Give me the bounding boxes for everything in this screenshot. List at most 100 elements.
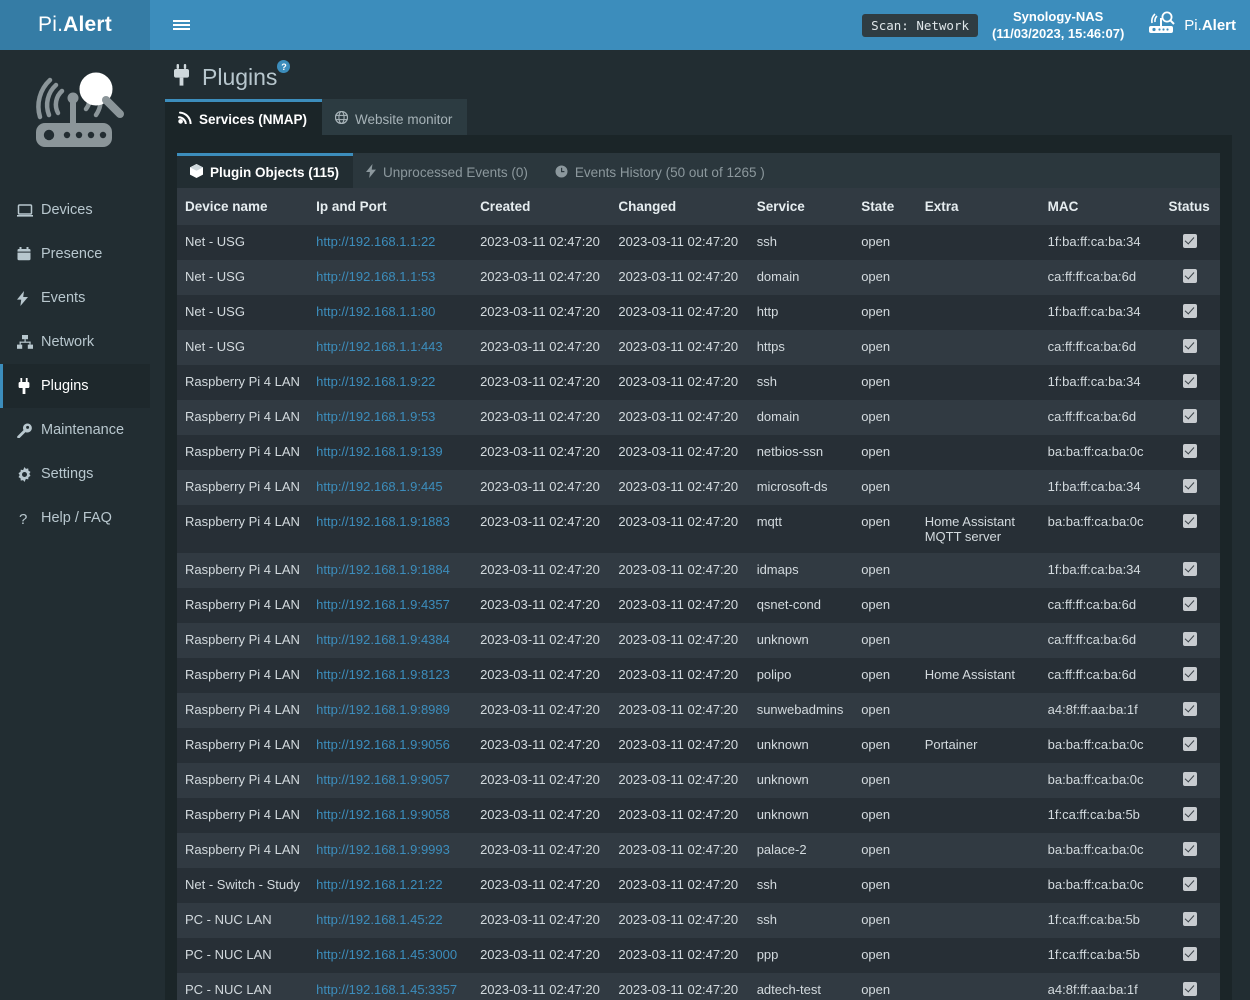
cell-ip-and-port[interactable]: http://192.168.1.9:1884 (308, 553, 473, 588)
cell-ip-and-port[interactable]: http://192.168.1.9:9058 (308, 798, 473, 833)
ip-port-link[interactable]: http://192.168.1.1:80 (316, 304, 436, 319)
table-row[interactable]: Raspberry Pi 4 LAN http://192.168.1.9:22 2… (177, 365, 1220, 400)
cell-ip-and-port[interactable]: http://192.168.1.9:53 (308, 400, 473, 435)
ip-port-link[interactable]: http://192.168.1.9:8989 (316, 702, 450, 717)
cell-status[interactable] (1160, 973, 1220, 1000)
cell-status[interactable] (1160, 435, 1220, 470)
cell-status[interactable] (1160, 868, 1220, 903)
sidebar-item-presence[interactable]: Presence (0, 232, 150, 276)
ip-port-link[interactable]: http://192.168.1.9:9993 (316, 842, 450, 857)
cell-status[interactable] (1160, 295, 1220, 330)
cell-status[interactable] (1160, 938, 1220, 973)
tab-services-nmap[interactable]: Services (NMAP) (165, 99, 323, 135)
table-row[interactable]: Raspberry Pi 4 LAN http://192.168.1.9:905… (177, 763, 1220, 798)
checkbox-checked-icon[interactable] (1183, 339, 1198, 353)
checkbox-checked-icon[interactable] (1183, 479, 1198, 493)
cell-status[interactable] (1160, 553, 1220, 588)
ip-port-link[interactable]: http://192.168.1.45:3357 (316, 982, 458, 997)
ip-port-link[interactable]: http://192.168.1.9:9058 (316, 807, 450, 822)
sidebar-item-maintenance[interactable]: Maintenance (0, 408, 150, 452)
cell-status[interactable] (1160, 658, 1220, 693)
table-row[interactable]: Raspberry Pi 4 LAN http://192.168.1.9:905… (177, 728, 1220, 763)
cell-ip-and-port[interactable]: http://192.168.1.1:443 (308, 330, 473, 365)
ip-port-link[interactable]: http://192.168.1.1:22 (316, 234, 436, 249)
checkbox-checked-icon[interactable] (1183, 597, 1198, 611)
sidebar-item-help-faq[interactable]: ? Help / FAQ (0, 496, 150, 540)
ip-port-link[interactable]: http://192.168.1.45:3000 (316, 947, 458, 962)
ip-port-link[interactable]: http://192.168.1.9:9056 (316, 737, 450, 752)
checkbox-checked-icon[interactable] (1183, 737, 1198, 751)
table-row[interactable]: PC - NUC LAN http://192.168.1.45:3000 2023… (177, 938, 1220, 973)
subtab-events-history[interactable]: Events History (50 out of 1265 ) (541, 153, 779, 188)
cell-ip-and-port[interactable]: http://192.168.1.9:139 (308, 435, 473, 470)
checkbox-checked-icon[interactable] (1183, 304, 1198, 318)
table-row[interactable]: PC - NUC LAN http://192.168.1.45:3357 2023… (177, 973, 1220, 1000)
table-row[interactable]: Raspberry Pi 4 LAN http://192.168.1.9:999… (177, 833, 1220, 868)
ip-port-link[interactable]: http://192.168.1.1:53 (316, 269, 436, 284)
ip-port-link[interactable]: http://192.168.1.9:53 (316, 409, 436, 424)
cell-status[interactable] (1160, 833, 1220, 868)
sidebar-item-settings[interactable]: Settings (0, 452, 150, 496)
cell-ip-and-port[interactable]: http://192.168.1.1:80 (308, 295, 473, 330)
cell-status[interactable] (1160, 693, 1220, 728)
cell-ip-and-port[interactable]: http://192.168.1.9:445 (308, 470, 473, 505)
table-row[interactable]: Raspberry Pi 4 LAN http://192.168.1.9:188… (177, 553, 1220, 588)
checkbox-checked-icon[interactable] (1183, 702, 1198, 716)
ip-port-link[interactable]: http://192.168.1.9:4357 (316, 597, 450, 612)
cell-ip-and-port[interactable]: http://192.168.1.9:4384 (308, 623, 473, 658)
ip-port-link[interactable]: http://192.168.1.9:9057 (316, 772, 450, 787)
cell-ip-and-port[interactable]: http://192.168.1.9:8123 (308, 658, 473, 693)
cell-ip-and-port[interactable]: http://192.168.1.9:1883 (308, 505, 473, 553)
cell-ip-and-port[interactable]: http://192.168.1.1:22 (308, 225, 473, 260)
help-badge[interactable]: ? (277, 60, 291, 73)
column-header-status[interactable]: Status (1160, 188, 1220, 225)
table-row[interactable]: Raspberry Pi 4 LAN http://192.168.1.9:435… (177, 588, 1220, 623)
table-row[interactable]: Net - USG http://192.168.1.1:80 2023-03-11… (177, 295, 1220, 330)
cell-status[interactable] (1160, 763, 1220, 798)
tab-website-monitor[interactable]: Website monitor (322, 99, 468, 135)
cell-ip-and-port[interactable]: http://192.168.1.45:22 (308, 903, 473, 938)
subtab-unprocessed-events[interactable]: Unprocessed Events (0) (353, 153, 542, 188)
column-header-mac[interactable]: MAC (1039, 188, 1161, 225)
table-row[interactable]: Net - USG http://192.168.1.1:53 2023-03-11… (177, 260, 1220, 295)
table-row[interactable]: Raspberry Pi 4 LAN http://192.168.1.9:139… (177, 435, 1220, 470)
table-row[interactable]: Raspberry Pi 4 LAN http://192.168.1.9:438… (177, 623, 1220, 658)
sidebar-item-devices[interactable]: Devices (0, 188, 150, 232)
table-row[interactable]: Net - USG http://192.168.1.1:22 2023-03-11… (177, 225, 1220, 260)
subtab-plugin-objects[interactable]: Plugin Objects (115) (177, 153, 354, 188)
cell-ip-and-port[interactable]: http://192.168.1.9:9993 (308, 833, 473, 868)
checkbox-checked-icon[interactable] (1183, 807, 1198, 821)
ip-port-link[interactable]: http://192.168.1.9:445 (316, 479, 443, 494)
app-logo[interactable]: Pi. Alert (0, 0, 150, 50)
table-row[interactable]: Raspberry Pi 4 LAN http://192.168.1.9:898… (177, 693, 1220, 728)
cell-status[interactable] (1160, 798, 1220, 833)
ip-port-link[interactable]: http://192.168.1.45:22 (316, 912, 443, 927)
sidebar-item-plugins[interactable]: Plugins (0, 364, 150, 408)
table-row[interactable]: Raspberry Pi 4 LAN http://192.168.1.9:905… (177, 798, 1220, 833)
table-row[interactable]: PC - NUC LAN http://192.168.1.45:22 2023-0… (177, 903, 1220, 938)
checkbox-checked-icon[interactable] (1183, 234, 1198, 248)
cell-status[interactable] (1160, 623, 1220, 658)
checkbox-checked-icon[interactable] (1183, 269, 1198, 283)
cell-status[interactable] (1160, 470, 1220, 505)
sidebar-item-events[interactable]: Events (0, 276, 150, 320)
table-row[interactable]: Raspberry Pi 4 LAN http://192.168.1.9:53 2… (177, 400, 1220, 435)
column-header-ip-and-port[interactable]: Ip and Port (308, 188, 473, 225)
ip-port-link[interactable]: http://192.168.1.9:8123 (316, 667, 450, 682)
checkbox-checked-icon[interactable] (1183, 632, 1198, 646)
checkbox-checked-icon[interactable] (1183, 912, 1198, 926)
ip-port-link[interactable]: http://192.168.1.9:139 (316, 444, 443, 459)
checkbox-checked-icon[interactable] (1183, 772, 1198, 786)
cell-status[interactable] (1160, 330, 1220, 365)
cell-ip-and-port[interactable]: http://192.168.1.45:3000 (308, 938, 473, 973)
table-row[interactable]: Raspberry Pi 4 LAN http://192.168.1.9:188… (177, 505, 1220, 553)
checkbox-checked-icon[interactable] (1183, 842, 1198, 856)
table-row[interactable]: Net - Switch - Study http://192.168.1.21:… (177, 868, 1220, 903)
ip-port-link[interactable]: http://192.168.1.21:22 (316, 877, 443, 892)
cell-ip-and-port[interactable]: http://192.168.1.45:3357 (308, 973, 473, 1000)
table-row[interactable]: Raspberry Pi 4 LAN http://192.168.1.9:812… (177, 658, 1220, 693)
cell-ip-and-port[interactable]: http://192.168.1.9:8989 (308, 693, 473, 728)
cell-status[interactable] (1160, 365, 1220, 400)
cell-ip-and-port[interactable]: http://192.168.1.9:22 (308, 365, 473, 400)
column-header-service[interactable]: Service (748, 188, 854, 225)
